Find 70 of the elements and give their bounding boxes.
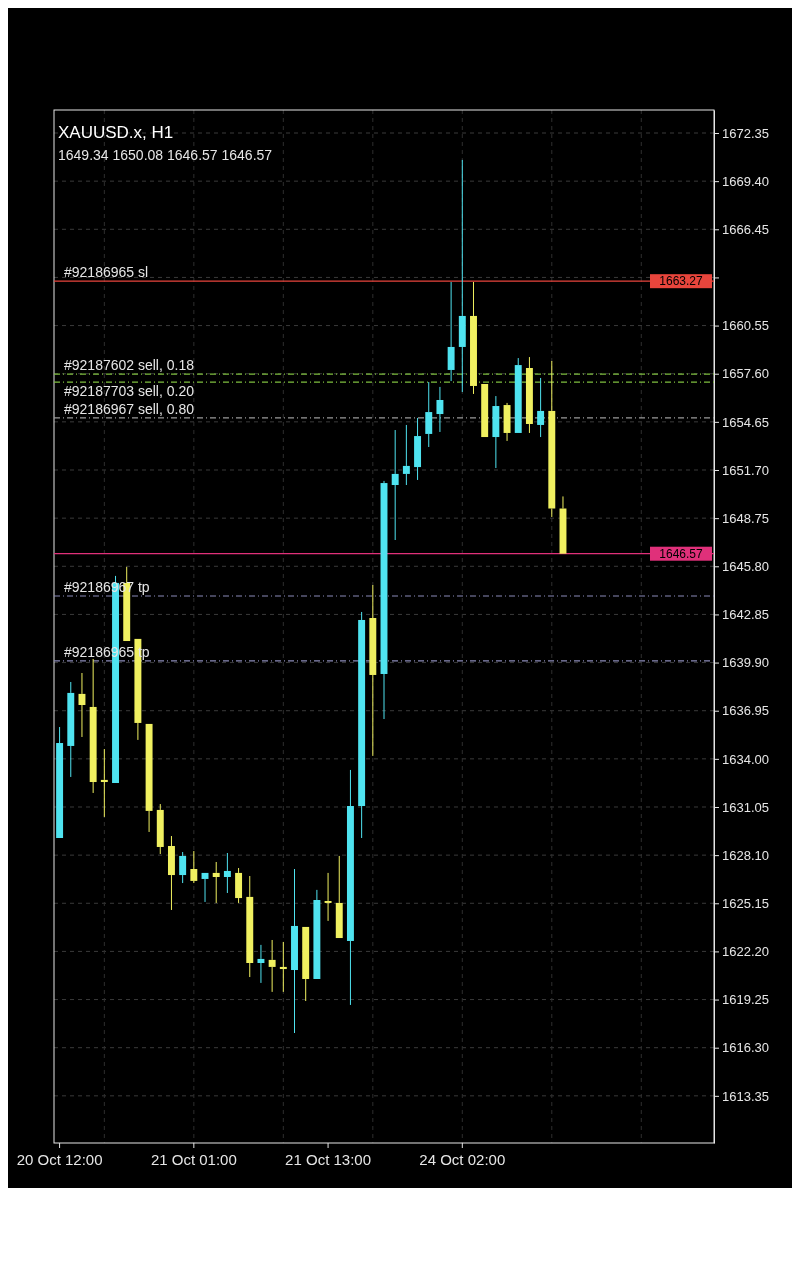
y-tick-label: 1619.25 [722, 992, 769, 1008]
y-tick-label: 1622.20 [722, 944, 769, 960]
candlestick [223, 852, 231, 894]
candlestick [436, 386, 444, 433]
candlestick [548, 360, 556, 518]
y-tick-label: 1642.85 [722, 607, 769, 623]
candlestick [346, 769, 354, 1006]
candlestick [179, 851, 187, 884]
candlestick [89, 658, 97, 794]
candlestick [391, 429, 399, 541]
y-tick-label: 1613.35 [722, 1088, 769, 1104]
text: XAUUSD.x, H1 [58, 123, 174, 142]
candlestick [302, 926, 310, 1002]
candlestick [525, 356, 533, 434]
y-tick-label: 1645.80 [722, 558, 769, 574]
x-tick-label: 20 Oct 12:00 [16, 1151, 103, 1168]
annotation: 1663.27 [659, 274, 704, 289]
y-tick-label: 1634.00 [722, 751, 769, 767]
y-tick-label: 1628.10 [722, 847, 769, 863]
candlestick [470, 281, 477, 395]
candlestick [313, 889, 321, 979]
annotation: 1646.57 [659, 546, 704, 561]
candlestick [212, 861, 220, 904]
y-tick-label: 1669.40 [722, 173, 769, 189]
candlestick [190, 850, 198, 884]
candlestick [492, 395, 500, 469]
y-tick-label: 1625.15 [722, 895, 769, 911]
y-tick-label: 1666.45 [722, 221, 769, 237]
candlestick [425, 381, 433, 448]
candlestick [537, 377, 545, 438]
candlestick [402, 424, 410, 486]
candlestick [279, 941, 287, 993]
candlestick [100, 748, 108, 818]
candlestick [167, 835, 175, 911]
candlestick [291, 868, 298, 1034]
y-tick-label: 1631.05 [722, 799, 769, 815]
candlestick [335, 855, 343, 939]
candlestick [324, 872, 332, 922]
candlestick [156, 803, 164, 855]
ref-line-label: #92187602 sell, 0.18 [64, 357, 195, 374]
candlestick [246, 875, 254, 978]
candlestick [458, 159, 466, 393]
x-tick-label: 24 Oct 02:00 [419, 1151, 506, 1168]
y-tick-label: 1651.70 [722, 462, 769, 478]
candlestick [503, 402, 511, 442]
candlestick [358, 611, 366, 839]
ref-line-label: #92186967 sell, 0.80 [64, 400, 195, 417]
candlestick [56, 726, 64, 838]
candlestick [257, 944, 265, 984]
y-tick-label: 1672.35 [722, 125, 769, 141]
x-tick-label: 21 Oct 13:00 [285, 1151, 372, 1168]
y-tick-label: 1648.75 [722, 510, 769, 526]
candlestick [414, 417, 422, 481]
y-tick-label: 1660.55 [722, 318, 769, 334]
text: 1649.34 1650.08 1646.57 1646.57 [58, 147, 273, 163]
ref-line-label: #92186965 sl [64, 264, 149, 281]
y-tick-label: 1616.30 [722, 1040, 769, 1056]
y-tick-label: 1654.65 [722, 414, 769, 430]
candlestick [369, 584, 377, 757]
candlestick [67, 681, 75, 778]
y-tick-label: 1636.95 [722, 703, 769, 719]
y-tick-label: 1639.90 [722, 655, 769, 671]
y-tick-label: 1657.60 [722, 366, 769, 382]
ref-line-label: #92187703 sell, 0.20 [64, 383, 195, 400]
x-tick-label: 21 Oct 01:00 [150, 1151, 237, 1168]
candlestick [145, 723, 153, 833]
candlestick [447, 281, 455, 382]
candlestick [235, 867, 243, 904]
candlestick [268, 939, 276, 993]
candlestick [78, 672, 86, 738]
